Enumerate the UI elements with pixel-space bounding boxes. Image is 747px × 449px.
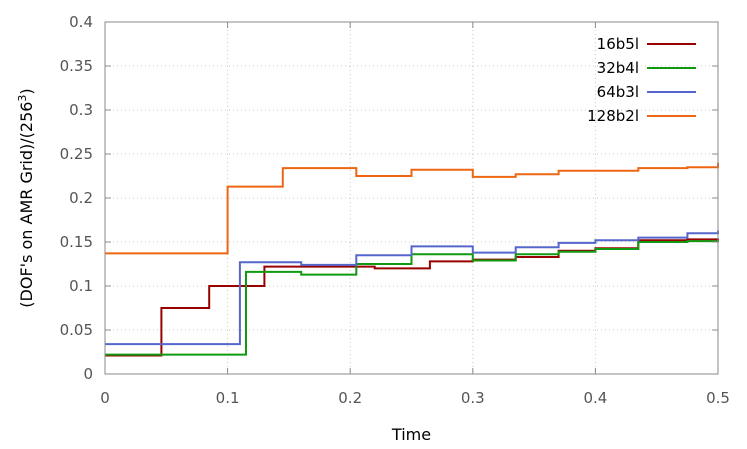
series-line-64b3l (105, 230, 719, 346)
y-axis-label-main: (DOF's on AMR Grid)/(256 (17, 102, 36, 308)
y-tick-label: 0.25 (60, 145, 93, 163)
series-line-32b4l (105, 240, 719, 356)
ticks: 0 0.1 0.2 0.3 0.4 0.5 0 0.05 0.1 0.15 0.2 0.25 0.3 0.… (60, 13, 730, 407)
y-tick-label: 0.35 (60, 57, 93, 75)
y-axis-label-superscript: 3 (16, 95, 29, 102)
legend-label-128b2l: 128b2l (587, 107, 639, 125)
y-axis-label-suffix: ) (17, 88, 36, 94)
y-tick-label: 0.05 (60, 321, 93, 339)
y-tick-label: 0.3 (69, 101, 93, 119)
y-axis-label: (DOF's on AMR Grid)/(2563) (16, 88, 37, 307)
legend-label-32b4l: 32b4l (597, 59, 639, 77)
x-tick-label: 0.2 (338, 389, 362, 407)
legend: 16b5l 32b4l 64b3l 128b2l (587, 35, 696, 125)
x-tick-label: 0.5 (706, 389, 730, 407)
series-line-128b2l (105, 162, 719, 255)
x-tick-label: 0.3 (461, 389, 485, 407)
y-tick-label: 0.4 (69, 13, 93, 31)
x-tick-label: 0.1 (216, 389, 240, 407)
legend-label-64b3l: 64b3l (597, 83, 639, 101)
y-tick-label: 0.15 (60, 233, 93, 251)
y-tick-label: 0.2 (69, 189, 93, 207)
x-axis-label: Time (391, 425, 431, 444)
series-layer (105, 162, 719, 357)
x-tick-label: 0.4 (583, 389, 607, 407)
y-tick-label: 0.1 (69, 277, 93, 295)
y-tick-label: 0 (83, 365, 93, 383)
x-tick-label: 0 (100, 389, 110, 407)
legend-label-16b5l: 16b5l (597, 35, 639, 53)
